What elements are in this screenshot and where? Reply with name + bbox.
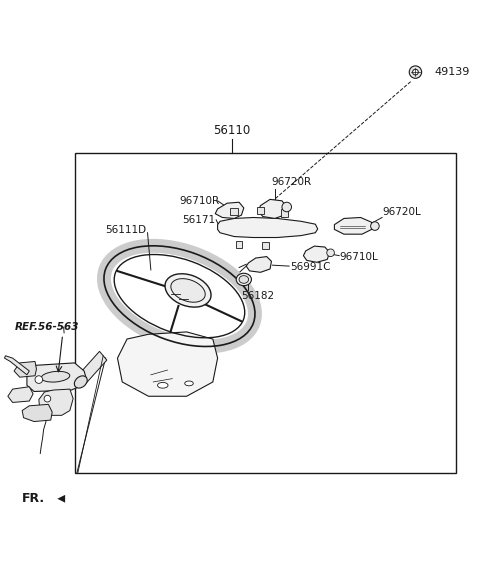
Text: FR.: FR. [22,492,45,505]
Text: 96720R: 96720R [272,177,312,187]
Text: 56110: 56110 [213,124,251,138]
Polygon shape [215,202,244,218]
Circle shape [371,222,379,231]
Polygon shape [22,405,52,421]
Polygon shape [303,246,330,262]
Polygon shape [78,351,107,384]
Bar [262,242,269,250]
Ellipse shape [239,276,249,283]
Ellipse shape [165,274,211,307]
Circle shape [409,66,421,78]
Circle shape [44,395,51,402]
Text: 96710L: 96710L [339,251,378,262]
Polygon shape [27,363,86,391]
Ellipse shape [41,371,70,382]
Polygon shape [14,361,36,377]
Ellipse shape [171,279,205,302]
Text: 56182: 56182 [241,291,275,301]
Text: 56171: 56171 [182,216,215,225]
Circle shape [327,249,335,257]
Ellipse shape [157,383,168,388]
Bar [236,242,242,249]
Circle shape [35,376,43,383]
Ellipse shape [74,376,87,388]
Bar [74,153,456,473]
Polygon shape [258,199,287,218]
Polygon shape [4,355,29,375]
Circle shape [282,202,291,212]
Polygon shape [8,387,33,402]
Text: 56991C: 56991C [290,262,331,272]
Text: 96710R: 96710R [180,196,219,206]
Polygon shape [39,389,73,416]
Ellipse shape [185,381,193,386]
Ellipse shape [236,273,252,286]
Bar [257,207,264,214]
Text: 56111D: 56111D [106,225,147,235]
Bar [230,208,238,215]
Text: 96720L: 96720L [382,206,421,217]
Polygon shape [335,217,372,234]
Polygon shape [246,257,272,272]
Polygon shape [217,217,318,238]
Circle shape [413,69,418,75]
Bar [280,209,288,217]
Polygon shape [118,332,217,397]
Text: REF.56-563: REF.56-563 [15,322,80,332]
Text: 49139: 49139 [434,67,470,77]
